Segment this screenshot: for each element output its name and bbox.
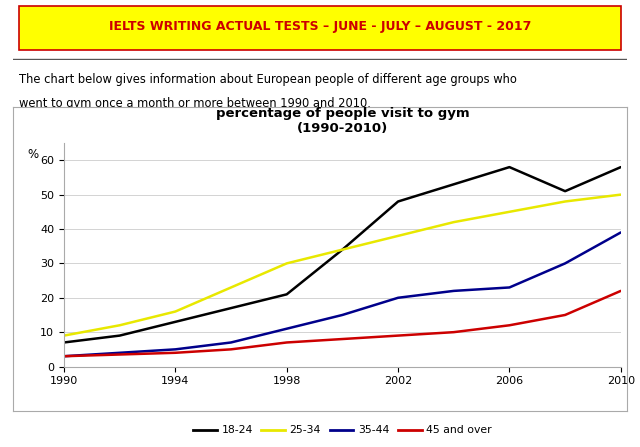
18-24 <box>227 305 235 311</box>
25-34 <box>227 285 235 290</box>
35-44 <box>227 340 235 345</box>
25-34 <box>506 209 513 215</box>
Line: 18-24: 18-24 <box>64 167 621 342</box>
35-44 <box>450 288 458 294</box>
18-24 <box>394 199 402 204</box>
25-34 <box>283 261 291 266</box>
Title: percentage of people visit to gym
(1990-2010): percentage of people visit to gym (1990-… <box>216 107 469 135</box>
45 and over <box>116 352 124 357</box>
Text: went to gym once a month or more between 1990 and 2010.: went to gym once a month or more between… <box>19 97 371 110</box>
18-24 <box>339 247 346 252</box>
25-34 <box>60 333 68 338</box>
18-24 <box>60 340 68 345</box>
Legend: 18-24, 25-34, 35-44, 45 and over: 18-24, 25-34, 35-44, 45 and over <box>189 421 496 440</box>
45 and over <box>617 288 625 294</box>
35-44 <box>506 285 513 290</box>
Line: 25-34: 25-34 <box>64 194 621 336</box>
18-24 <box>506 164 513 170</box>
25-34 <box>172 309 179 314</box>
18-24 <box>617 164 625 170</box>
FancyBboxPatch shape <box>19 6 621 50</box>
Y-axis label: %: % <box>28 148 39 161</box>
25-34 <box>116 323 124 328</box>
35-44 <box>617 230 625 235</box>
45 and over <box>227 347 235 352</box>
18-24 <box>561 189 569 194</box>
45 and over <box>506 323 513 328</box>
25-34 <box>394 233 402 239</box>
18-24 <box>172 319 179 325</box>
Line: 35-44: 35-44 <box>64 232 621 356</box>
Line: 45 and over: 45 and over <box>64 291 621 356</box>
45 and over <box>561 312 569 318</box>
25-34 <box>617 192 625 197</box>
25-34 <box>561 199 569 204</box>
35-44 <box>394 295 402 300</box>
18-24 <box>283 291 291 297</box>
35-44 <box>283 326 291 331</box>
45 and over <box>172 350 179 355</box>
35-44 <box>561 261 569 266</box>
35-44 <box>60 354 68 359</box>
45 and over <box>394 333 402 338</box>
25-34 <box>450 219 458 225</box>
18-24 <box>116 333 124 338</box>
45 and over <box>339 336 346 342</box>
35-44 <box>172 347 179 352</box>
Text: The chart below gives information about European people of different age groups : The chart below gives information about … <box>19 72 517 86</box>
45 and over <box>60 354 68 359</box>
45 and over <box>283 340 291 345</box>
35-44 <box>116 350 124 355</box>
45 and over <box>450 329 458 335</box>
25-34 <box>339 247 346 252</box>
18-24 <box>450 181 458 187</box>
Text: IELTS WRITING ACTUAL TESTS – JUNE - JULY – AUGUST - 2017: IELTS WRITING ACTUAL TESTS – JUNE - JULY… <box>109 21 531 34</box>
35-44 <box>339 312 346 318</box>
